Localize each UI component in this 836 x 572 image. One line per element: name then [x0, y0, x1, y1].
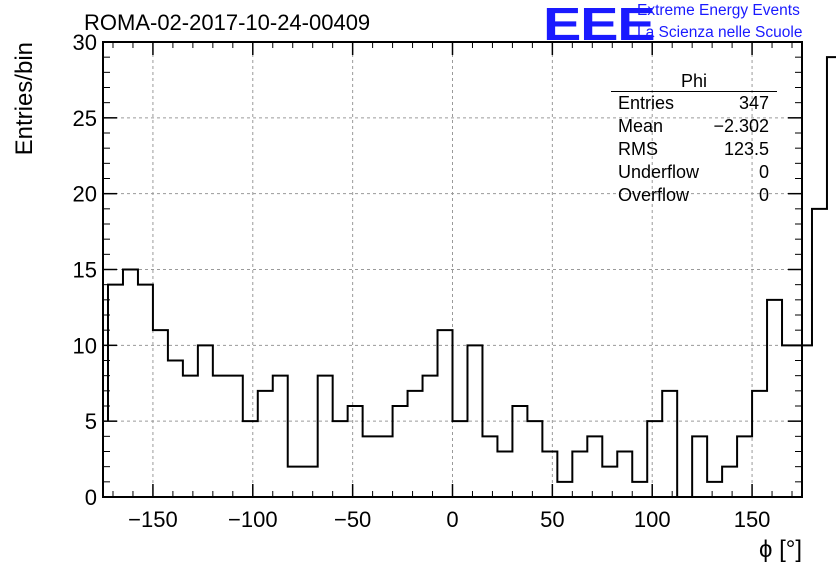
stats-label: Overflow: [618, 185, 690, 205]
stats-value: 0: [758, 185, 769, 205]
y-tick-label: 0: [85, 485, 97, 510]
stats-row-overflow: Overflow 0: [611, 184, 777, 207]
chart-title: ROMA-02-2017-10-24-00409: [84, 10, 371, 35]
stats-value: 347: [738, 93, 769, 113]
logo-line-1: Extreme Energy Events: [637, 2, 800, 19]
x-tick-label: 100: [634, 507, 671, 532]
stats-label: Entries: [618, 93, 675, 113]
x-tick-label: −50: [334, 507, 371, 532]
stats-label: RMS: [618, 139, 658, 159]
y-tick-label: 15: [73, 258, 97, 283]
y-tick-label: 20: [73, 182, 97, 207]
stats-row-entries: Entries 347: [611, 92, 777, 115]
stats-value: 0: [758, 162, 769, 182]
y-axis-label: Entries/bin: [11, 42, 38, 155]
stats-value: 123.5: [723, 139, 769, 159]
y-tick-label: 5: [85, 409, 97, 434]
x-tick-label: −150: [128, 507, 178, 532]
stats-row-mean: Mean −2.302: [611, 115, 777, 138]
eee-logo-mark: EEE: [543, 0, 656, 50]
stats-label: Mean: [618, 116, 664, 136]
stats-value: −2.302: [713, 116, 769, 136]
x-tick-label: 50: [540, 507, 564, 532]
stats-row-underflow: Underflow 0: [611, 161, 777, 184]
y-tick-label: 30: [73, 30, 97, 55]
x-axis-label: ϕ [°]: [759, 536, 802, 563]
stats-row-rms: RMS 123.5: [611, 138, 777, 161]
x-tick-label: 0: [446, 507, 458, 532]
stats-box: Phi Entries 347 Mean −2.302 RMS 123.5 Un…: [611, 72, 777, 207]
x-tick-label: −100: [228, 507, 278, 532]
histogram-line: [106, 56, 836, 498]
y-tick-label: 10: [73, 333, 97, 358]
stats-box-title: Phi: [611, 72, 777, 92]
y-tick-label: 25: [73, 106, 97, 131]
x-tick-label: 150: [734, 507, 771, 532]
stats-label: Underflow: [618, 162, 700, 182]
logo-line-2: La Scienza nelle Scuole: [637, 24, 803, 41]
